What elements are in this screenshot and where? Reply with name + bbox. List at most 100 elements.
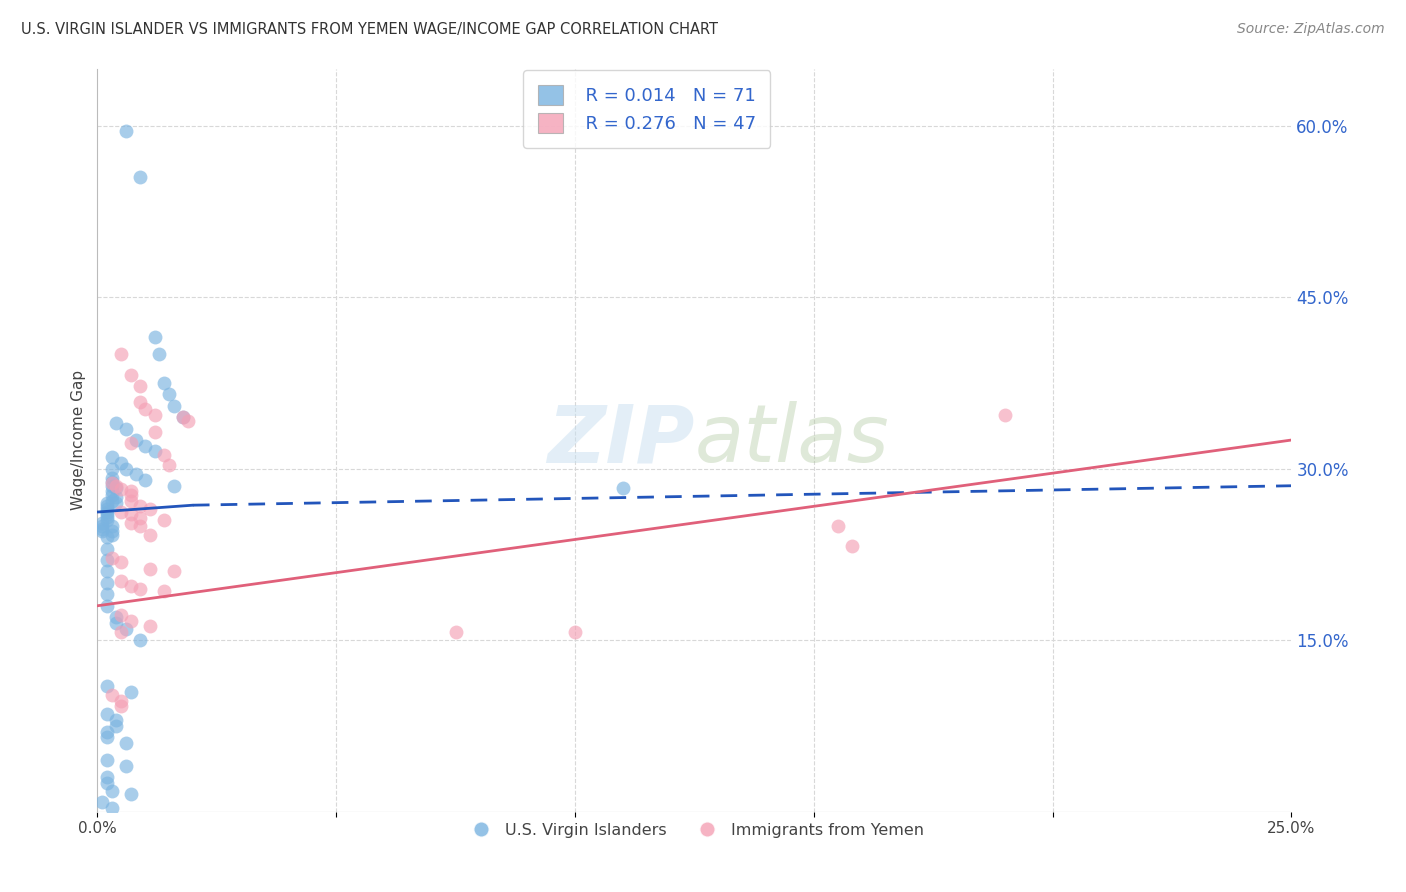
Point [564,625,586,640]
Point [96,730,118,744]
Point [110,555,132,569]
Point [120,436,142,450]
Point [110,693,132,707]
Point [110,482,132,496]
Point [129,170,152,185]
Point [96,753,118,767]
Point [177,414,200,428]
Point [115,759,138,773]
Point [96,599,118,613]
Point [120,493,142,508]
Point [110,574,132,588]
Text: Source: ZipAtlas.com: Source: ZipAtlas.com [1237,22,1385,37]
Point [100,475,122,490]
Point [96,575,118,590]
Point [91,516,114,531]
Point [115,124,138,138]
Point [110,505,132,519]
Point [105,416,128,430]
Point [444,625,467,640]
Point [105,490,128,504]
Point [105,479,128,493]
Point [100,784,122,798]
Point [172,410,194,425]
Point [827,518,849,533]
Point [110,456,132,470]
Point [96,587,118,601]
Point [120,684,142,698]
Point [110,699,132,714]
Point [110,625,132,640]
Point [96,501,118,516]
Point [100,801,122,815]
Point [143,444,166,458]
Point [139,528,162,542]
Y-axis label: Wage/Income Gap: Wage/Income Gap [72,370,86,510]
Point [96,776,118,790]
Point [96,513,118,527]
Point [105,481,128,495]
Point [120,516,142,531]
Point [153,448,176,462]
Point [134,439,156,453]
Point [163,399,186,413]
Point [120,488,142,502]
Point [143,330,166,344]
Point [120,788,142,802]
Point [105,719,128,733]
Point [96,679,118,693]
Point [96,500,118,514]
Point [91,524,114,539]
Point [100,479,122,493]
Point [100,488,122,502]
Point [91,796,114,810]
Point [96,530,118,544]
Point [134,402,156,417]
Point [100,518,122,533]
Point [105,615,128,630]
Point [96,565,118,579]
Point [153,513,176,527]
Point [120,614,142,628]
Point [96,509,118,524]
Point [129,500,152,514]
Point [100,528,122,542]
Point [96,724,118,739]
Point [96,496,118,510]
Point [105,496,128,510]
Point [129,633,152,648]
Point [100,471,122,485]
Text: atlas: atlas [695,401,889,479]
Point [163,565,186,579]
Point [153,583,176,598]
Point [100,688,122,702]
Point [143,425,166,439]
Point [139,501,162,516]
Point [110,347,132,361]
Point [163,479,186,493]
Point [120,368,142,382]
Point [134,473,156,487]
Legend: U.S. Virgin Islanders, Immigrants from Yemen: U.S. Virgin Islanders, Immigrants from Y… [458,817,929,845]
Text: U.S. VIRGIN ISLANDER VS IMMIGRANTS FROM YEMEN WAGE/INCOME GAP CORRELATION CHART: U.S. VIRGIN ISLANDER VS IMMIGRANTS FROM … [21,22,718,37]
Point [96,541,118,556]
Point [129,395,152,409]
Point [115,622,138,636]
Point [91,522,114,536]
Point [96,770,118,784]
Point [120,579,142,593]
Point [124,467,146,482]
Point [994,408,1017,422]
Point [612,481,634,495]
Point [115,736,138,750]
Point [124,433,146,447]
Point [139,562,162,576]
Point [100,550,122,565]
Point [841,539,863,553]
Point [129,510,152,524]
Point [172,410,194,425]
Point [105,610,128,624]
Point [157,387,180,401]
Point [100,493,122,508]
Point [129,379,152,393]
